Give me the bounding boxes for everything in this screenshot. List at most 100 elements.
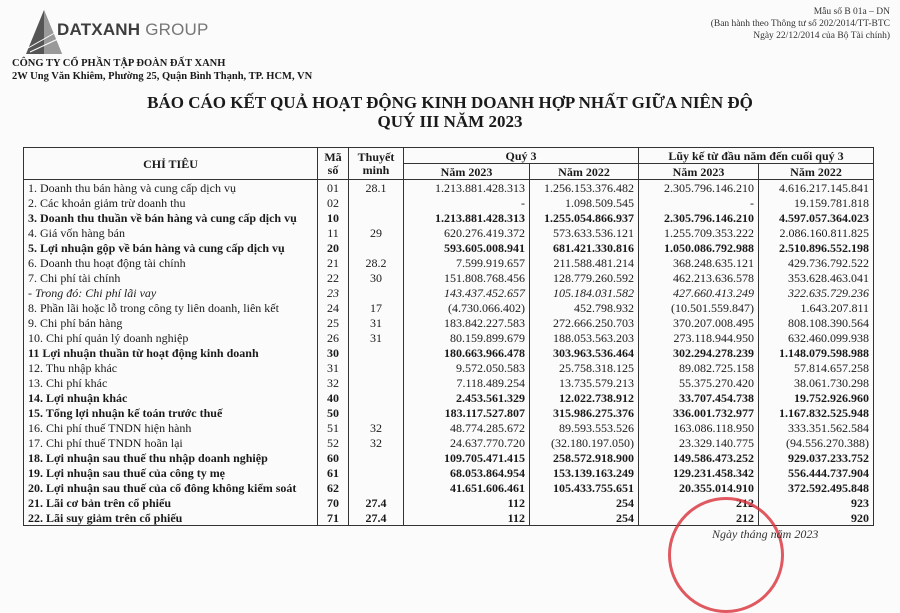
ytd-2023-value: 427.660.413.249 — [638, 285, 759, 300]
row-code: 61 — [317, 465, 349, 480]
q3-2022-value: 258.572.918.900 — [529, 450, 639, 465]
row-item: 15. Tổng lợi nhuận kế toán trước thuế — [28, 405, 223, 420]
form-note: (Ban hành theo Thông tư số 202/2014/TT-B… — [710, 19, 890, 29]
ytd-2022-value: 632.460.099.938 — [758, 330, 874, 345]
q3-2023-value: 112 — [403, 495, 530, 510]
q3-2022-value: 315.986.275.376 — [529, 405, 639, 420]
q3-2023-value: 9.572.050.583 — [403, 360, 530, 375]
row-item: 16. Chi phí thuế TNDN hiện hành — [28, 420, 192, 435]
table-row: 4. Giá vốn hàng bán 11 29 620.276.419.372 57… — [24, 225, 874, 240]
ytd-2022-value: 929.037.233.752 — [758, 450, 874, 465]
row-item: 7. Chi phí tài chính — [28, 270, 121, 285]
q3-2023-value: (4.730.066.402) — [403, 300, 530, 315]
q3-2023-value: 41.651.606.461 — [403, 480, 530, 495]
header-q3: Quý 3 — [403, 147, 639, 164]
q3-2022-value: 153.139.163.249 — [529, 465, 639, 480]
row-note: 32 — [348, 435, 404, 450]
header-item: CHỈ TIÊU — [23, 147, 318, 180]
table-row: 13. Chi phí khác 32 7.118.489.254 13.735.57… — [24, 375, 874, 390]
row-note: 27.4 — [348, 510, 404, 526]
ytd-2023-value: 89.082.725.158 — [638, 360, 759, 375]
row-item: 4. Giá vốn hàng bán — [28, 225, 125, 240]
table-row: 10. Chi phí quản lý doanh nghiệp 26 31 80.1… — [24, 330, 874, 345]
company-logo — [24, 8, 164, 56]
table-row: 8. Phần lãi hoặc lỗ trong công ty liên d… — [24, 300, 874, 315]
q3-2023-value: 112 — [403, 510, 530, 526]
row-item: 12. Thu nhập khác — [28, 360, 118, 375]
row-item: 18. Lợi nhuận sau thuế thu nhập doanh ng… — [28, 450, 268, 465]
company-info: CÔNG TY CỔ PHẦN TẬP ĐOÀN ĐẤT XANH 2W Ung… — [12, 57, 312, 83]
header-ytd-2023: Năm 2023 — [638, 163, 759, 180]
row-code: 50 — [317, 405, 349, 420]
q3-2022-value: 89.593.553.526 — [529, 420, 639, 435]
table-row: 18. Lợi nhuận sau thuế thu nhập doanh ng… — [24, 450, 874, 465]
header-ytd: Lũy kế từ đầu năm đến cuối quý 3 — [638, 147, 874, 164]
ytd-2022-value: 38.061.730.298 — [758, 375, 874, 390]
row-item: 10. Chi phí quản lý doanh nghiệp — [28, 330, 189, 345]
ytd-2022-value: 372.592.495.848 — [758, 480, 874, 495]
ytd-2022-value: 808.108.390.564 — [758, 315, 874, 330]
income-statement-table: CHỈ TIÊU Mã số Thuyết minh Quý 3 Lũy kế … — [23, 147, 874, 526]
ytd-2022-value: 1.148.079.598.988 — [758, 345, 874, 360]
ytd-2023-value: (10.501.559.847) — [638, 300, 759, 315]
ytd-2023-value: 149.586.473.252 — [638, 450, 759, 465]
ytd-2023-value: 1.255.709.353.222 — [638, 225, 759, 240]
q3-2023-value: 1.213.881.428.313 — [403, 179, 530, 195]
ytd-2022-value: 19.159.781.818 — [758, 195, 874, 210]
company-stamp — [668, 497, 784, 613]
table-row: 15. Tổng lợi nhuận kế toán trước thuế 50 1… — [24, 405, 874, 420]
table-row: 1. Doanh thu bán hàng và cung cấp dịch v… — [24, 179, 874, 195]
q3-2022-value: 681.421.330.816 — [529, 240, 639, 255]
row-code: 22 — [317, 270, 349, 285]
row-code: 52 — [317, 435, 349, 450]
q3-2022-value: 12.022.738.912 — [529, 390, 639, 405]
row-code: 25 — [317, 315, 349, 330]
row-code: 60 — [317, 450, 349, 465]
header-q3-2022: Năm 2022 — [529, 163, 639, 180]
report-subtitle: QUÝ III NĂM 2023 — [377, 112, 523, 131]
row-note — [348, 345, 404, 360]
q3-2023-value: 68.053.864.954 — [403, 465, 530, 480]
row-item: 1. Doanh thu bán hàng và cung cấp dịch v… — [28, 180, 236, 195]
row-item: 5. Lợi nhuận gộp về bán hàng và cung cấp… — [28, 240, 285, 255]
row-note: 17 — [348, 300, 404, 315]
table-row: 3. Doanh thu thuần về bán hàng và cung c… — [24, 210, 874, 225]
row-note: 29 — [348, 225, 404, 240]
row-code: 11 — [317, 225, 349, 240]
ytd-2023-value: 336.001.732.977 — [638, 405, 759, 420]
form-info: Mẫu số B 01a – DN (Ban hành theo Thông t… — [711, 6, 890, 42]
q3-2022-value: 211.588.481.214 — [529, 255, 639, 270]
ytd-2023-value: 370.207.008.495 — [638, 315, 759, 330]
header-note: Thuyết minh — [348, 147, 404, 180]
row-note — [348, 240, 404, 255]
row-note: 28.1 — [348, 179, 404, 195]
q3-2023-value: 151.808.768.456 — [403, 270, 530, 285]
q3-2023-value: 48.774.285.672 — [403, 420, 530, 435]
header-ytd-2022: Năm 2022 — [758, 163, 874, 180]
table-row: 20. Lợi nhuận sau thuế của cổ đông không… — [24, 480, 874, 495]
row-item: - Trong đó: Chi phí lãi vay — [28, 285, 157, 300]
row-note: 31 — [348, 315, 404, 330]
ytd-2022-value: 2.510.896.552.198 — [758, 240, 874, 255]
ytd-2023-value: 55.375.270.420 — [638, 375, 759, 390]
q3-2023-value: 109.705.471.415 — [403, 450, 530, 465]
table-row: 12. Thu nhập khác 31 9.572.050.583 25.758.3… — [24, 360, 874, 375]
table-row: 22. Lãi suy giảm trên cổ phiếu 71 27.4 112 2… — [23, 510, 874, 526]
ytd-2022-value: (94.556.270.388) — [758, 435, 874, 450]
table-row: 11 Lợi nhuận thuần từ hoạt động kinh doa… — [24, 345, 874, 360]
company-name: CÔNG TY CỔ PHẦN TẬP ĐOÀN ĐẤT XANH — [12, 58, 226, 69]
row-code: 62 — [317, 480, 349, 495]
ytd-2022-value: 322.635.729.236 — [758, 285, 874, 300]
ytd-2022-value: 1.167.832.525.948 — [758, 405, 874, 420]
row-item: 22. Lãi suy giảm trên cổ phiếu — [23, 510, 318, 526]
row-code: 01 — [317, 179, 349, 195]
logo-triangle-icon — [26, 10, 62, 54]
q3-2023-value: 1.213.881.428.313 — [403, 210, 530, 225]
row-note — [348, 390, 404, 405]
q3-2022-value: 1.255.054.866.937 — [529, 210, 639, 225]
ytd-2022-value: 4.616.217.145.841 — [758, 179, 874, 195]
report-title: BÁO CÁO KẾT QUẢ HOẠT ĐỘNG KINH DOANH HỢP… — [147, 93, 753, 112]
q3-2023-value: 7.118.489.254 — [403, 375, 530, 390]
row-note — [348, 375, 404, 390]
table-row: 9. Chi phí bán hàng 25 31 183.842.227.583 27… — [24, 315, 874, 330]
